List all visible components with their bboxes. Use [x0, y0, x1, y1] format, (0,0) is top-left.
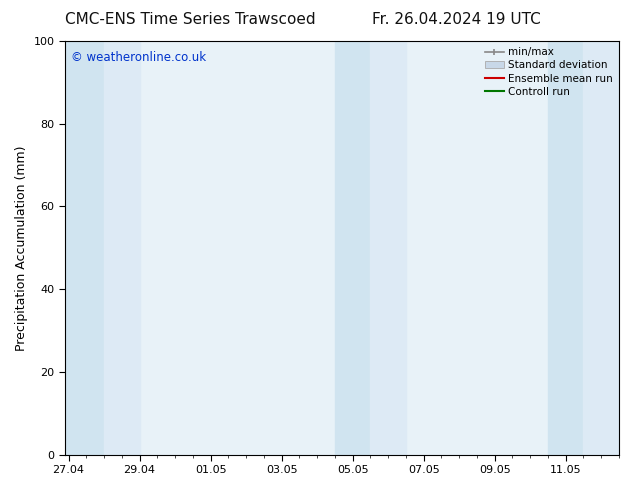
Bar	[65, 41, 104, 455]
Bar	[548, 41, 583, 455]
Text: CMC-ENS Time Series Trawscoed: CMC-ENS Time Series Trawscoed	[65, 12, 316, 27]
Bar	[335, 41, 370, 455]
Text: © weatheronline.co.uk: © weatheronline.co.uk	[70, 51, 205, 64]
Y-axis label: Precipitation Accumulation (mm): Precipitation Accumulation (mm)	[15, 145, 28, 350]
Text: Fr. 26.04.2024 19 UTC: Fr. 26.04.2024 19 UTC	[372, 12, 541, 27]
Bar	[104, 41, 139, 455]
Bar	[583, 41, 619, 455]
Legend: min/max, Standard deviation, Ensemble mean run, Controll run: min/max, Standard deviation, Ensemble me…	[481, 43, 617, 101]
Bar	[370, 41, 406, 455]
